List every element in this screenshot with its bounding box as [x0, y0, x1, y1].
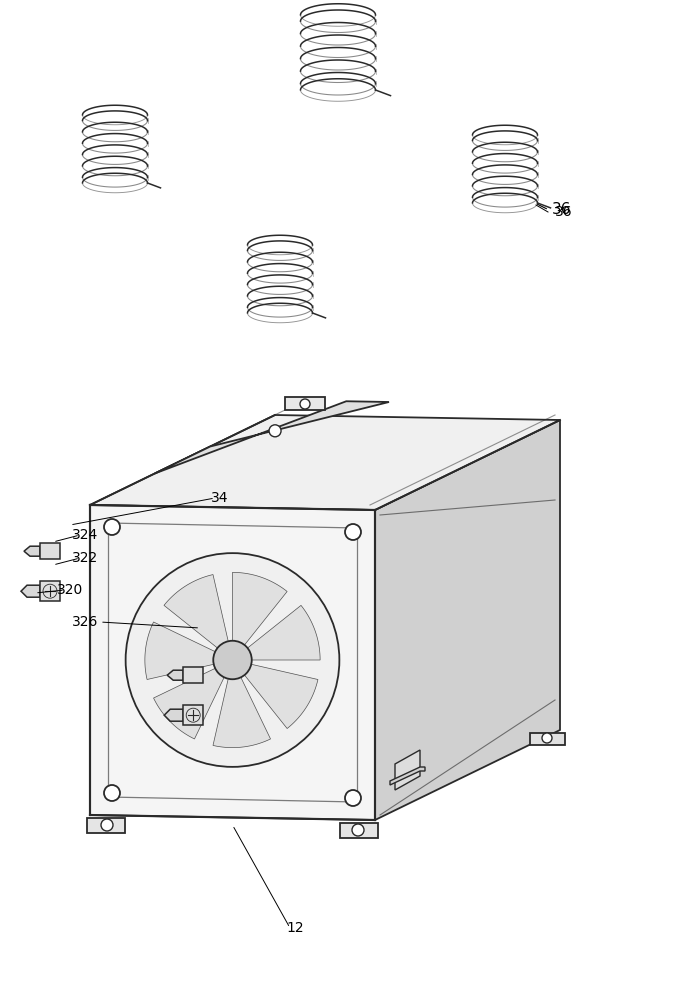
Text: 36: 36: [555, 205, 573, 219]
Polygon shape: [24, 546, 40, 556]
Circle shape: [542, 733, 552, 743]
Circle shape: [352, 824, 364, 836]
Polygon shape: [242, 664, 318, 729]
Polygon shape: [285, 397, 325, 410]
Polygon shape: [232, 572, 287, 647]
Polygon shape: [245, 605, 320, 660]
Circle shape: [104, 519, 120, 535]
Polygon shape: [164, 575, 229, 650]
Polygon shape: [155, 401, 389, 474]
Text: 12: 12: [286, 921, 304, 935]
Polygon shape: [375, 420, 560, 820]
Circle shape: [126, 553, 339, 767]
Polygon shape: [183, 667, 203, 683]
Text: 34: 34: [211, 491, 229, 505]
Circle shape: [104, 785, 120, 801]
Text: 36: 36: [552, 202, 571, 218]
Circle shape: [300, 399, 310, 409]
Circle shape: [213, 641, 252, 679]
Polygon shape: [167, 670, 183, 680]
Text: 326: 326: [72, 615, 98, 629]
Circle shape: [269, 425, 281, 437]
Text: 324: 324: [72, 528, 98, 542]
Circle shape: [345, 790, 361, 806]
Polygon shape: [21, 585, 40, 597]
Text: 320: 320: [57, 583, 83, 597]
Polygon shape: [390, 767, 425, 785]
Polygon shape: [87, 818, 125, 833]
Polygon shape: [90, 415, 560, 510]
Polygon shape: [90, 505, 375, 820]
Polygon shape: [154, 667, 225, 739]
Polygon shape: [40, 581, 60, 601]
Polygon shape: [395, 750, 420, 790]
Polygon shape: [530, 733, 565, 745]
Circle shape: [101, 819, 113, 831]
Polygon shape: [40, 543, 60, 559]
Polygon shape: [213, 674, 271, 748]
Polygon shape: [145, 622, 218, 680]
Polygon shape: [165, 709, 183, 721]
Circle shape: [345, 524, 361, 540]
Polygon shape: [183, 705, 203, 725]
Polygon shape: [340, 823, 378, 838]
Text: 322: 322: [72, 551, 98, 565]
